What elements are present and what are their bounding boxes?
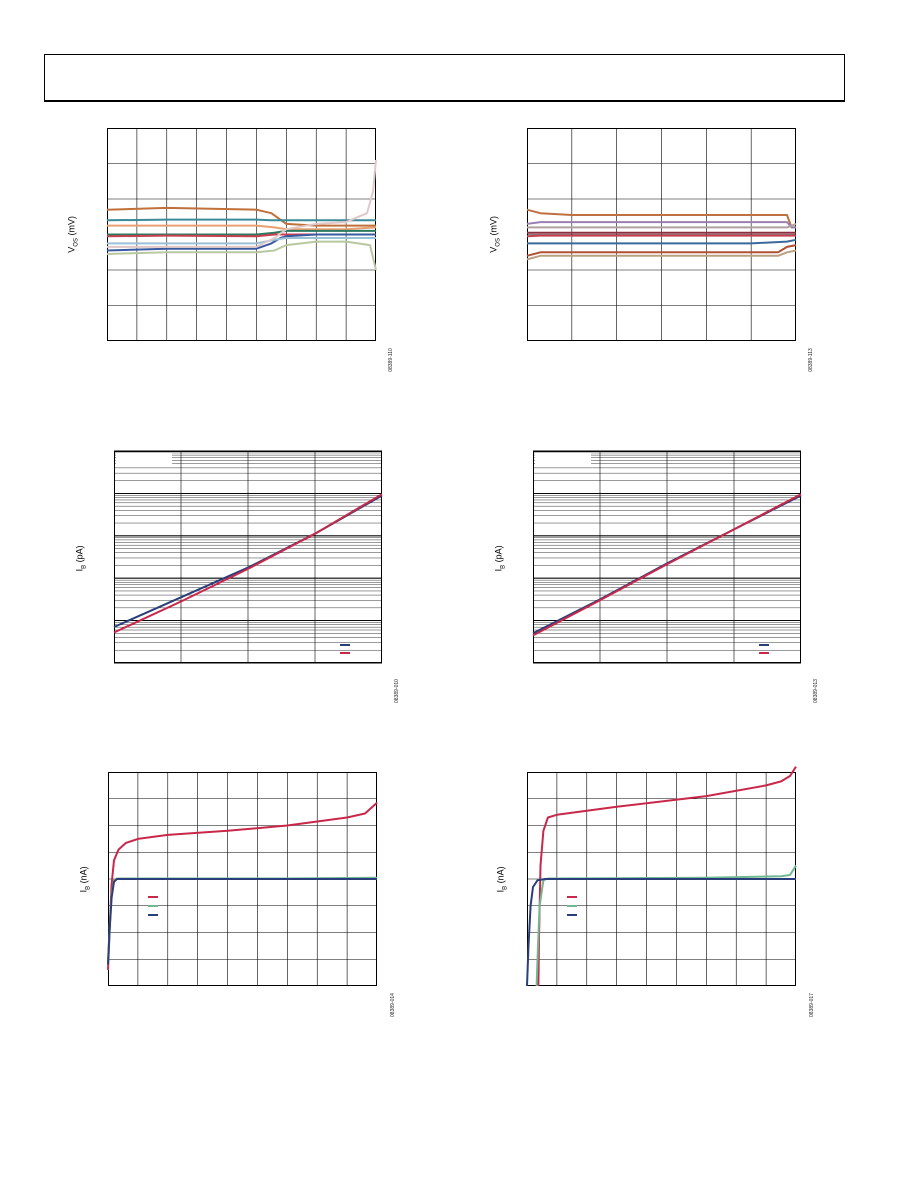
series-line-2 (526, 221, 796, 229)
chart-ib-pa-right-ylabel: IB (pA) (493, 545, 507, 572)
chart-ib-na-right-svg (526, 766, 797, 987)
chart-ib-pa-right (532, 450, 802, 664)
series-line-2 (107, 876, 378, 962)
plot-annotation-box (535, 453, 591, 467)
series-line-1 (107, 802, 378, 970)
c2-grid (527, 128, 796, 341)
series-line-3 (107, 224, 377, 231)
series-line-6 (527, 238, 797, 245)
chart-ib-na-left (107, 772, 378, 986)
page-header-box (44, 54, 845, 102)
series-line-9 (107, 159, 377, 248)
chart-ib-pa-left-code: 08389-010 (394, 679, 400, 703)
chart-vos-right (526, 128, 797, 341)
chart-ib-na-left-svg (107, 772, 378, 986)
series-line-2 (535, 865, 797, 987)
chart-vos-left (106, 128, 377, 341)
series-line-3 (107, 878, 377, 965)
series-line-1 (537, 766, 797, 987)
chart-ib-na-right (526, 766, 797, 987)
chart-ib-na-left-ylabel: IB (nA) (78, 866, 92, 893)
series-line-2 (532, 493, 802, 637)
chart-ib-pa-left (113, 450, 383, 664)
chart-ib-pa-right-code: 08389-013 (813, 679, 819, 703)
chart-vos-right-ylabel: VOS (mV) (488, 216, 502, 253)
c4-grid (533, 450, 801, 664)
series-line-3 (526, 878, 796, 987)
chart-ib-na-left-code: 08389-014 (390, 993, 396, 1017)
c3-grid (114, 450, 382, 664)
series-line-8 (106, 240, 377, 271)
c1-grid (107, 128, 376, 341)
series-line-5 (526, 234, 796, 238)
series-line-2 (106, 218, 376, 222)
chart-ib-na-right-code: 08389-017 (809, 993, 815, 1017)
chart-vos-right-code: 08389-113 (808, 348, 814, 372)
chart-vos-left-svg (106, 128, 377, 341)
series-line-7 (107, 237, 376, 245)
series-line-4 (107, 229, 376, 236)
chart-ib-pa-right-svg (532, 450, 802, 664)
series-line-8 (526, 249, 797, 261)
series-line-2 (113, 493, 383, 634)
series-line-1 (106, 206, 376, 227)
chart-ib-pa-left-ylabel: IB (pA) (74, 545, 88, 572)
series-line-7 (526, 244, 797, 257)
chart-vos-right-svg (526, 128, 797, 341)
chart-vos-left-ylabel: VOS (mV) (66, 216, 80, 253)
series-line-3 (527, 222, 797, 229)
plot-annotation-box (116, 453, 172, 467)
chart-ib-na-right-ylabel: IB (nA) (495, 866, 509, 893)
chart-ib-pa-left-svg (113, 450, 383, 664)
chart-vos-left-code: 08389-110 (388, 348, 394, 372)
